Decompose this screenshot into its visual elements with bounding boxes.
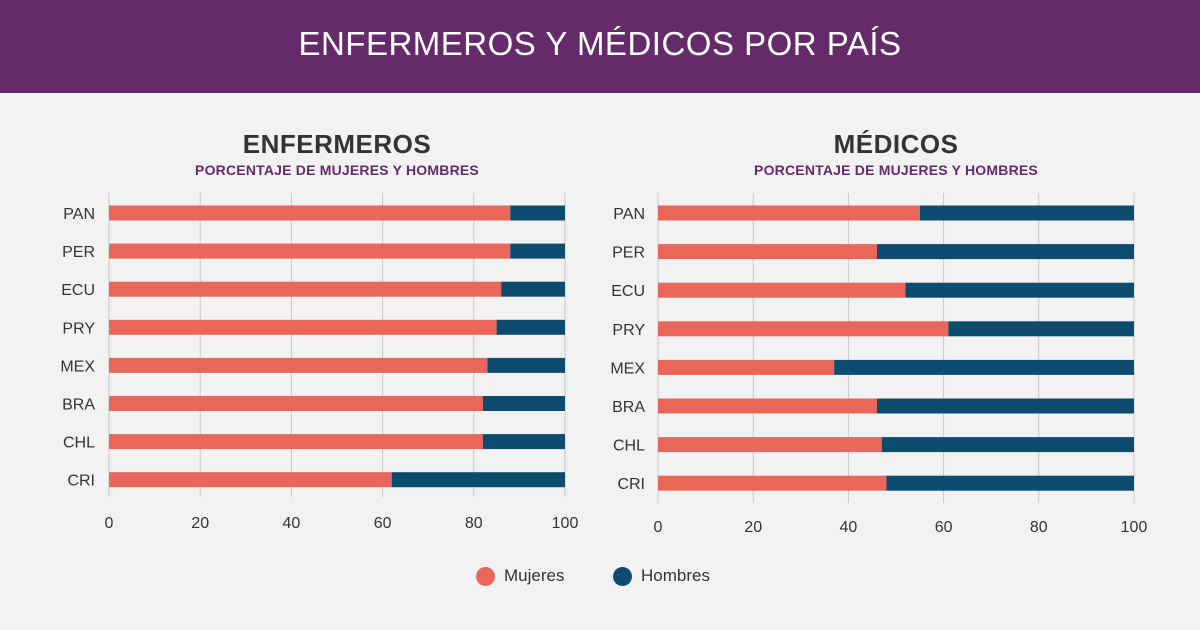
bar-medicos-cri-hombres — [886, 475, 1134, 491]
bar-medicos-chl-mujeres — [658, 437, 882, 453]
bar-enfermeros-cri-mujeres — [109, 472, 392, 488]
x-tick-label-enfermeros-80: 80 — [465, 515, 483, 532]
header-banner: ENFERMEROS Y MÉDICOS POR PAÍS — [0, 0, 1200, 93]
x-tick-label-enfermeros-100: 100 — [552, 515, 579, 532]
category-label-medicos-per: PER — [612, 245, 645, 262]
x-tick-label-enfermeros-20: 20 — [191, 515, 209, 532]
bar-medicos-chl-hombres — [881, 437, 1134, 453]
x-tick-label-medicos-0: 0 — [654, 519, 663, 536]
bar-enfermeros-mex-mujeres — [109, 357, 488, 373]
category-label-enfermeros-per: PER — [62, 244, 95, 261]
x-tick-label-medicos-20: 20 — [744, 519, 762, 536]
bar-medicos-per-mujeres — [658, 244, 877, 260]
x-tick-label-medicos-100: 100 — [1121, 519, 1148, 536]
chart-subtitle-enfermeros: PORCENTAJE DE MUJERES Y HOMBRES — [195, 162, 479, 178]
x-tick-label-enfermeros-40: 40 — [283, 515, 301, 532]
bar-enfermeros-mex-hombres — [487, 357, 565, 373]
legend-label-mujeres: Mujeres — [504, 566, 565, 585]
chart-title-medicos: MÉDICOS — [833, 129, 959, 159]
category-label-enfermeros-ecu: ECU — [61, 282, 95, 299]
legend-item-mujeres: Mujeres — [476, 566, 564, 586]
bar-medicos-pan-hombres — [919, 205, 1134, 221]
category-label-enfermeros-pan: PAN — [63, 206, 95, 223]
bar-medicos-mex-mujeres — [658, 359, 835, 375]
category-label-medicos-chl: CHL — [613, 438, 645, 455]
bar-enfermeros-pry-hombres — [496, 319, 565, 335]
category-label-enfermeros-bra: BRA — [62, 397, 95, 414]
category-label-medicos-bra: BRA — [612, 399, 645, 416]
bar-medicos-pry-hombres — [948, 321, 1134, 337]
bar-medicos-bra-hombres — [876, 398, 1134, 414]
legend-label-hombres: Hombres — [641, 566, 710, 585]
legend: Mujeres Hombres — [0, 566, 1200, 592]
category-label-medicos-mex: MEX — [610, 360, 645, 377]
legend-swatch-hombres — [613, 566, 632, 586]
x-tick-label-enfermeros-60: 60 — [374, 515, 392, 532]
category-label-enfermeros-chl: CHL — [63, 435, 95, 452]
category-label-enfermeros-pry: PRY — [62, 320, 95, 337]
bar-enfermeros-per-mujeres — [109, 243, 511, 259]
bar-enfermeros-cri-hombres — [391, 472, 565, 488]
bar-medicos-mex-hombres — [834, 359, 1134, 375]
bar-enfermeros-pry-mujeres — [109, 319, 497, 335]
x-tick-label-medicos-80: 80 — [1030, 519, 1048, 536]
chart-enfermeros: 0 20 40 60 80 100 PAN PER ECU PRY MEX BRA CHL CRI — [60, 193, 579, 532]
category-label-enfermeros-cri: CRI — [67, 473, 95, 490]
page-title: ENFERMEROS Y MÉDICOS POR PAÍS — [298, 24, 902, 62]
bar-medicos-cri-mujeres — [658, 475, 887, 491]
chart-title-enfermeros: ENFERMEROS — [242, 129, 432, 159]
x-tick-label-medicos-60: 60 — [935, 519, 953, 536]
category-label-medicos-pry: PRY — [612, 322, 645, 339]
chart-subtitle-medicos: PORCENTAJE DE MUJERES Y HOMBRES — [754, 162, 1038, 178]
bar-medicos-ecu-hombres — [905, 282, 1134, 298]
bar-enfermeros-bra-hombres — [482, 396, 565, 411]
bar-enfermeros-ecu-mujeres — [109, 281, 502, 297]
category-label-medicos-cri: CRI — [617, 476, 645, 493]
bar-enfermeros-bra-mujeres — [109, 396, 483, 411]
bar-medicos-per-hombres — [876, 244, 1134, 260]
x-tick-label-enfermeros-0: 0 — [105, 515, 114, 532]
bar-medicos-pry-mujeres — [658, 321, 949, 337]
bar-enfermeros-chl-mujeres — [109, 434, 483, 450]
bar-enfermeros-pan-mujeres — [109, 205, 511, 221]
category-label-medicos-pan: PAN — [613, 206, 645, 223]
legend-item-hombres: Hombres — [613, 566, 710, 586]
bar-medicos-ecu-mujeres — [658, 282, 906, 298]
bar-medicos-pan-mujeres — [658, 205, 920, 221]
bar-medicos-bra-mujeres — [658, 398, 877, 414]
bar-enfermeros-pan-hombres — [510, 205, 565, 221]
category-label-medicos-ecu: ECU — [611, 283, 645, 300]
bar-enfermeros-per-hombres — [510, 243, 565, 259]
bar-enfermeros-chl-hombres — [482, 434, 565, 450]
category-label-enfermeros-mex: MEX — [60, 358, 95, 375]
bar-enfermeros-ecu-hombres — [501, 281, 565, 297]
legend-swatch-mujeres — [476, 566, 495, 586]
x-tick-label-medicos-40: 40 — [840, 519, 858, 536]
